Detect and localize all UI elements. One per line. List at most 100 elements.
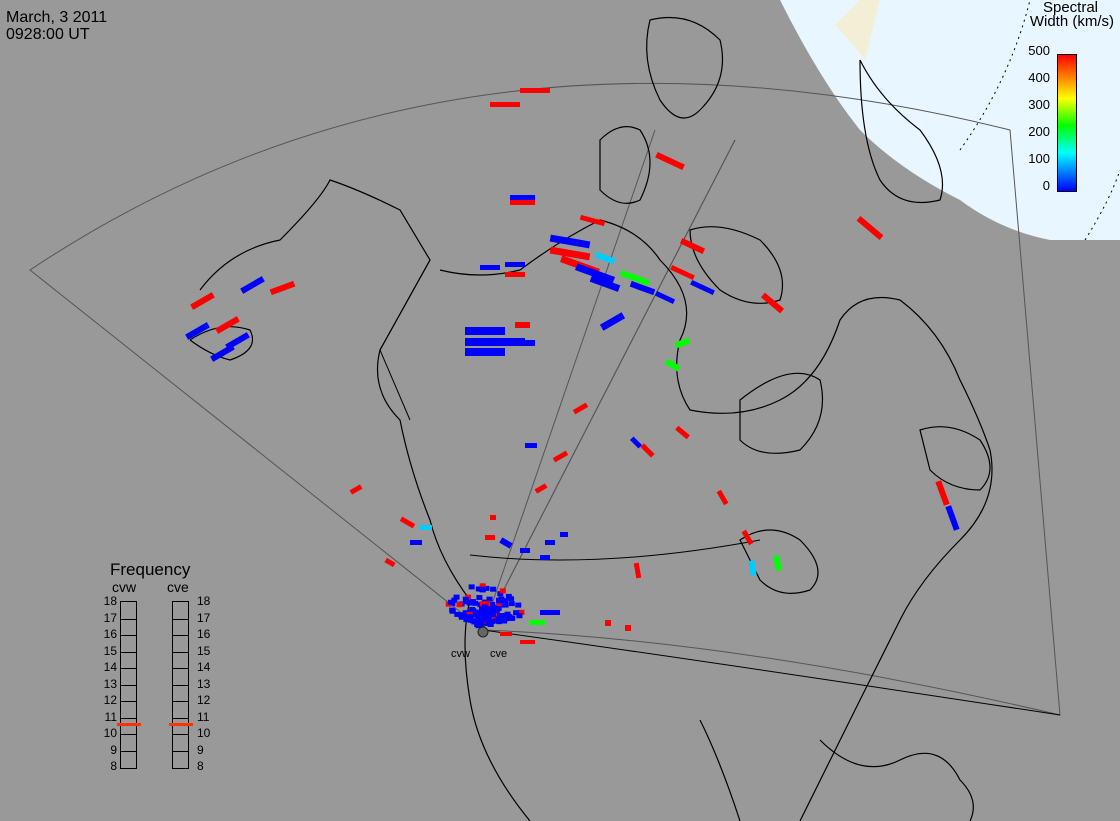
data-cell bbox=[462, 596, 469, 602]
frequency-radar-label: cve bbox=[167, 579, 189, 595]
data-cell bbox=[540, 610, 560, 615]
data-cell bbox=[741, 529, 754, 546]
data-cell bbox=[484, 601, 491, 607]
frequency-tick-label: 18 bbox=[103, 594, 117, 608]
colorbar-tick: 0 bbox=[1042, 178, 1050, 193]
data-cell bbox=[472, 618, 479, 624]
frequency-bar-cvw bbox=[117, 601, 141, 769]
data-cell bbox=[515, 322, 530, 328]
data-cell bbox=[508, 601, 515, 607]
radar-site-marker bbox=[477, 626, 489, 638]
data-cell bbox=[490, 612, 497, 618]
data-cell bbox=[215, 316, 240, 334]
data-cell bbox=[690, 279, 715, 296]
ice-patch bbox=[835, 0, 880, 60]
data-cell bbox=[510, 195, 535, 200]
data-cell bbox=[545, 540, 555, 545]
data-cell bbox=[479, 601, 486, 607]
frequency-tick-label: 16 bbox=[103, 627, 117, 641]
data-cell bbox=[773, 555, 782, 571]
data-cell bbox=[489, 601, 496, 607]
data-cell bbox=[479, 583, 486, 589]
frequency-tick-label: 17 bbox=[197, 610, 211, 625]
data-cell bbox=[500, 632, 512, 636]
beam-line bbox=[482, 139, 736, 631]
frequency-grid-line bbox=[173, 701, 188, 702]
data-cell bbox=[499, 588, 506, 594]
data-cell bbox=[499, 537, 513, 549]
radar-site-label-cvw: cvw bbox=[451, 648, 470, 660]
data-cell bbox=[540, 555, 550, 560]
data-cell bbox=[399, 516, 416, 529]
frequency-tick-label: 13 bbox=[103, 676, 117, 691]
beam-line bbox=[482, 129, 656, 631]
data-cell bbox=[462, 610, 469, 616]
frequency-grid-line bbox=[121, 750, 136, 752]
data-cell bbox=[945, 505, 960, 531]
frequency-tick-label: 15 bbox=[197, 643, 211, 658]
data-cell bbox=[856, 216, 884, 240]
data-cell bbox=[490, 102, 520, 107]
colorbar-tick: 100 bbox=[1028, 151, 1050, 166]
data-cell bbox=[465, 348, 505, 356]
data-cell bbox=[453, 594, 460, 600]
data-cell bbox=[190, 292, 215, 310]
latitude-dotted-circle bbox=[959, 0, 1031, 151]
data-cell bbox=[471, 612, 478, 618]
data-cell bbox=[625, 625, 631, 631]
data-cell bbox=[619, 270, 651, 286]
frequency-grid-line bbox=[173, 684, 188, 686]
colorbar-tick: 200 bbox=[1028, 124, 1050, 139]
frequency-grid-line bbox=[173, 734, 188, 735]
data-cell bbox=[534, 483, 548, 494]
scatter-layer bbox=[185, 88, 960, 644]
data-cell bbox=[520, 548, 530, 553]
data-cell bbox=[530, 620, 545, 625]
data-cell bbox=[410, 540, 422, 545]
data-cell bbox=[480, 611, 487, 617]
frequency-tick-label: 9 bbox=[110, 742, 117, 757]
data-cell bbox=[479, 587, 486, 593]
frequency-tick-label: 13 bbox=[197, 676, 211, 691]
data-cell bbox=[481, 604, 488, 610]
colorbar-tick: 500 bbox=[1028, 43, 1050, 58]
data-cell bbox=[518, 609, 525, 615]
frequency-tick-label: 14 bbox=[103, 660, 117, 674]
radar-site-label-cve: cve bbox=[490, 648, 508, 660]
data-cell bbox=[505, 593, 512, 599]
data-cell bbox=[486, 596, 493, 602]
data-cell bbox=[654, 291, 676, 304]
frequency-tick-label: 18 bbox=[197, 594, 211, 608]
frequency-tick-label: 12 bbox=[197, 693, 211, 707]
frequency-grid-line bbox=[121, 701, 136, 702]
data-cell bbox=[629, 436, 643, 449]
data-cell bbox=[475, 613, 482, 619]
frequency-tick-label: 11 bbox=[104, 709, 117, 724]
data-cell bbox=[467, 614, 474, 620]
data-cell bbox=[458, 614, 465, 620]
map-date: March, 3 2011 bbox=[6, 9, 108, 26]
frequency-grid-line bbox=[121, 734, 136, 735]
data-cell bbox=[501, 602, 508, 608]
data-cell bbox=[496, 619, 503, 625]
data-cell bbox=[640, 443, 655, 458]
frequency-current-marker bbox=[169, 723, 193, 727]
data-cell bbox=[497, 591, 504, 597]
frequency-radar-label: cvw bbox=[112, 579, 137, 595]
data-cell bbox=[505, 614, 512, 620]
data-cell bbox=[520, 640, 535, 644]
data-cell bbox=[579, 214, 606, 227]
data-cell bbox=[520, 88, 550, 93]
data-cell bbox=[475, 586, 482, 592]
data-cell bbox=[472, 609, 479, 615]
frequency-grid-line bbox=[173, 717, 188, 719]
data-cell bbox=[525, 443, 537, 448]
data-cell bbox=[467, 617, 474, 623]
frequency-tick-label: 17 bbox=[103, 610, 117, 625]
frequency-title: Frequency bbox=[110, 560, 191, 579]
coastlines bbox=[189, 16, 993, 821]
data-cell bbox=[664, 358, 681, 372]
frequency-tick-label: 15 bbox=[103, 643, 117, 658]
data-cell bbox=[605, 620, 611, 626]
